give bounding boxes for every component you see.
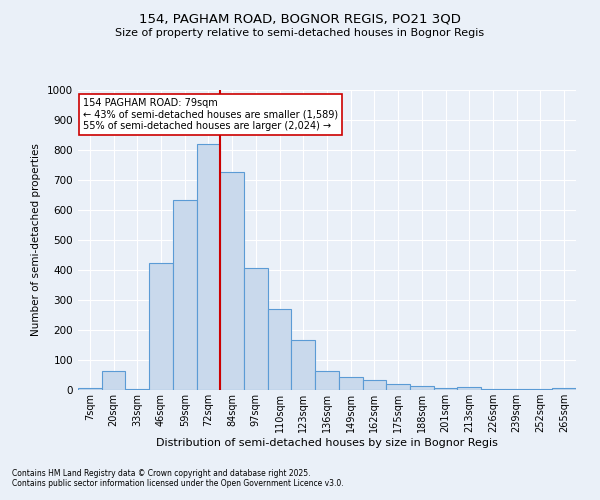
Bar — [505, 388, 529, 390]
Bar — [149, 264, 173, 390]
Bar — [268, 309, 292, 390]
Text: Contains HM Land Registry data © Crown copyright and database right 2025.: Contains HM Land Registry data © Crown c… — [12, 468, 311, 477]
X-axis label: Distribution of semi-detached houses by size in Bognor Regis: Distribution of semi-detached houses by … — [156, 438, 498, 448]
Bar — [552, 388, 576, 390]
Bar — [292, 340, 315, 390]
Bar — [102, 371, 125, 390]
Text: Size of property relative to semi-detached houses in Bognor Regis: Size of property relative to semi-detach… — [115, 28, 485, 38]
Bar — [362, 380, 386, 390]
Bar — [244, 268, 268, 390]
Bar — [197, 144, 220, 390]
Bar — [529, 388, 552, 390]
Bar — [410, 386, 434, 390]
Bar — [173, 200, 197, 390]
Bar — [434, 388, 457, 390]
Bar — [220, 172, 244, 390]
Text: 154, PAGHAM ROAD, BOGNOR REGIS, PO21 3QD: 154, PAGHAM ROAD, BOGNOR REGIS, PO21 3QD — [139, 12, 461, 26]
Bar — [315, 371, 339, 390]
Bar — [481, 388, 505, 390]
Bar — [457, 387, 481, 390]
Y-axis label: Number of semi-detached properties: Number of semi-detached properties — [31, 144, 41, 336]
Bar — [125, 388, 149, 390]
Text: 154 PAGHAM ROAD: 79sqm
← 43% of semi-detached houses are smaller (1,589)
55% of : 154 PAGHAM ROAD: 79sqm ← 43% of semi-det… — [83, 98, 338, 130]
Bar — [339, 378, 362, 390]
Bar — [78, 388, 102, 390]
Text: Contains public sector information licensed under the Open Government Licence v3: Contains public sector information licen… — [12, 478, 344, 488]
Bar — [386, 384, 410, 390]
